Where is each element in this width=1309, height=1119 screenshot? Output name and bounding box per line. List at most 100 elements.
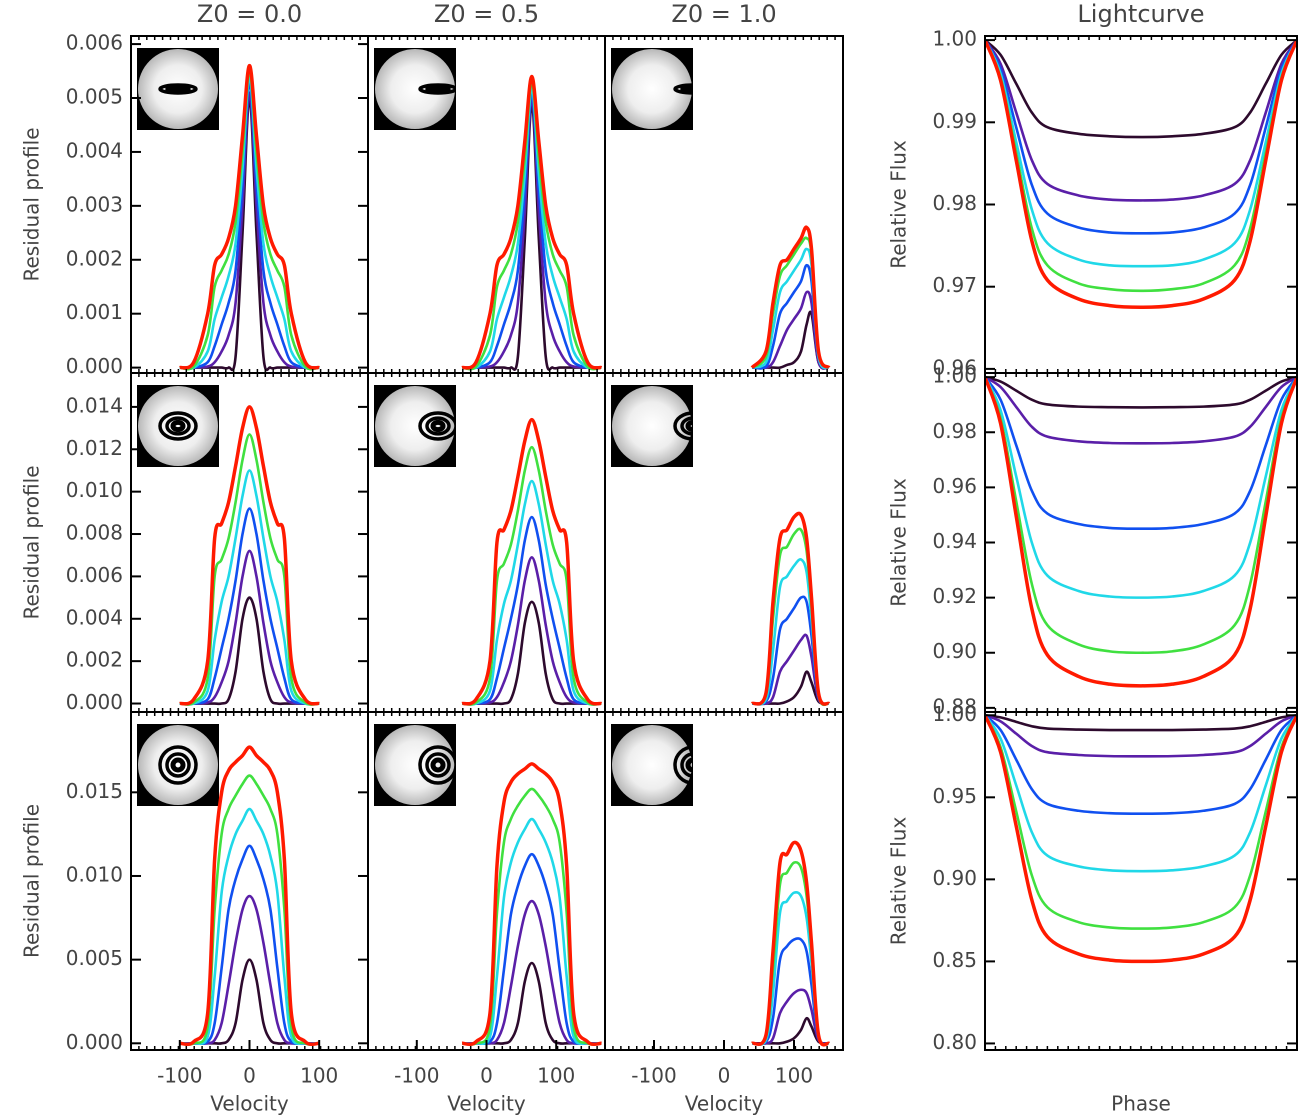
y-axis-label: Residual profile xyxy=(20,466,44,620)
line xyxy=(461,80,602,371)
line xyxy=(750,225,831,369)
y-tick-label: 0.92 xyxy=(932,584,977,608)
line xyxy=(179,745,320,1047)
ring xyxy=(170,85,186,93)
line xyxy=(985,375,1297,409)
y-axis-label: Relative Flux xyxy=(887,817,911,946)
ring xyxy=(685,85,693,93)
star-thumbnail xyxy=(611,48,693,130)
ring xyxy=(165,752,191,778)
line xyxy=(985,39,1297,139)
rings xyxy=(673,83,693,95)
y-tick-label: 0.006 xyxy=(66,563,123,587)
y-tick-label: 0.88 xyxy=(932,694,977,718)
line xyxy=(985,376,1297,655)
y-tick-label: 0.000 xyxy=(66,690,123,714)
y-tick-label: 0.004 xyxy=(66,605,123,629)
ring xyxy=(673,411,693,441)
line xyxy=(462,852,602,1045)
ring xyxy=(158,411,198,441)
ring xyxy=(170,419,186,433)
star-disk xyxy=(375,386,455,466)
rings xyxy=(673,745,693,785)
y-tick-label: 0.012 xyxy=(66,436,123,460)
y-tick-label: 1.00 xyxy=(932,364,977,388)
line xyxy=(462,556,602,705)
ring xyxy=(425,416,451,436)
plot-lines xyxy=(750,225,831,370)
line xyxy=(462,961,602,1045)
line xyxy=(179,894,320,1045)
x-tick-label: -100 xyxy=(631,1064,676,1088)
line xyxy=(461,85,602,371)
line xyxy=(985,39,1297,202)
ring xyxy=(418,411,456,441)
plot-lines xyxy=(461,74,603,371)
panel-title: Z0 = 0.0 xyxy=(197,0,302,28)
line xyxy=(985,714,1297,930)
x-tick-label: 0 xyxy=(718,1064,731,1088)
line xyxy=(462,817,602,1046)
x-tick-label: -100 xyxy=(394,1064,439,1088)
plot-lines xyxy=(179,405,320,706)
y-tick-label: 0.002 xyxy=(66,246,123,270)
rings xyxy=(158,83,198,95)
star-disk xyxy=(612,386,692,466)
rings xyxy=(418,745,456,785)
star-thumbnail xyxy=(374,385,456,467)
ring xyxy=(685,757,693,773)
plot-lines xyxy=(985,39,1297,309)
y-axis-label: Residual profile xyxy=(20,804,44,958)
x-tick-label: -100 xyxy=(157,1064,202,1088)
line xyxy=(179,844,320,1045)
line xyxy=(985,376,1297,688)
line xyxy=(462,600,602,706)
rings xyxy=(418,83,456,95)
line xyxy=(179,507,320,706)
line xyxy=(179,80,320,370)
line xyxy=(985,714,1297,873)
line xyxy=(179,774,320,1046)
y-tick-label: 0.005 xyxy=(66,85,123,109)
line xyxy=(751,633,830,706)
ring xyxy=(680,416,693,436)
line xyxy=(462,91,602,370)
ring xyxy=(430,85,446,93)
line xyxy=(750,511,831,706)
line xyxy=(985,376,1297,599)
y-tick-label: 0.014 xyxy=(66,393,123,417)
line xyxy=(462,96,602,369)
y-axis-label: Relative Flux xyxy=(887,478,911,607)
star-disk xyxy=(375,725,455,805)
panel-title: Lightcurve xyxy=(1077,0,1204,28)
plot-lines xyxy=(985,375,1297,688)
ring xyxy=(418,745,456,785)
star-thumbnail xyxy=(611,724,693,806)
y-tick-label: 0.98 xyxy=(932,419,977,443)
y-tick-label: 0.96 xyxy=(932,474,977,498)
x-tick-label: 100 xyxy=(300,1064,338,1088)
rings xyxy=(158,745,198,785)
line xyxy=(461,417,603,706)
line xyxy=(462,445,602,706)
y-tick-label: 0.010 xyxy=(66,478,123,502)
y-tick-label: 0.94 xyxy=(932,529,977,553)
ring xyxy=(685,419,693,433)
y-tick-label: 0.000 xyxy=(66,1030,123,1054)
line xyxy=(179,433,320,706)
plot-lines xyxy=(461,762,602,1047)
star-thumbnail xyxy=(137,724,219,806)
star-thumbnail xyxy=(137,48,219,130)
line xyxy=(985,39,1297,268)
y-axis-label: Residual profile xyxy=(20,128,44,282)
star-disk xyxy=(375,49,455,129)
line xyxy=(751,988,830,1045)
line xyxy=(179,96,320,372)
line xyxy=(179,958,320,1045)
line xyxy=(751,840,831,1047)
ring xyxy=(680,752,693,778)
line xyxy=(985,39,1297,235)
x-tick-label: 100 xyxy=(775,1064,813,1088)
line xyxy=(461,74,603,370)
line xyxy=(985,376,1297,531)
